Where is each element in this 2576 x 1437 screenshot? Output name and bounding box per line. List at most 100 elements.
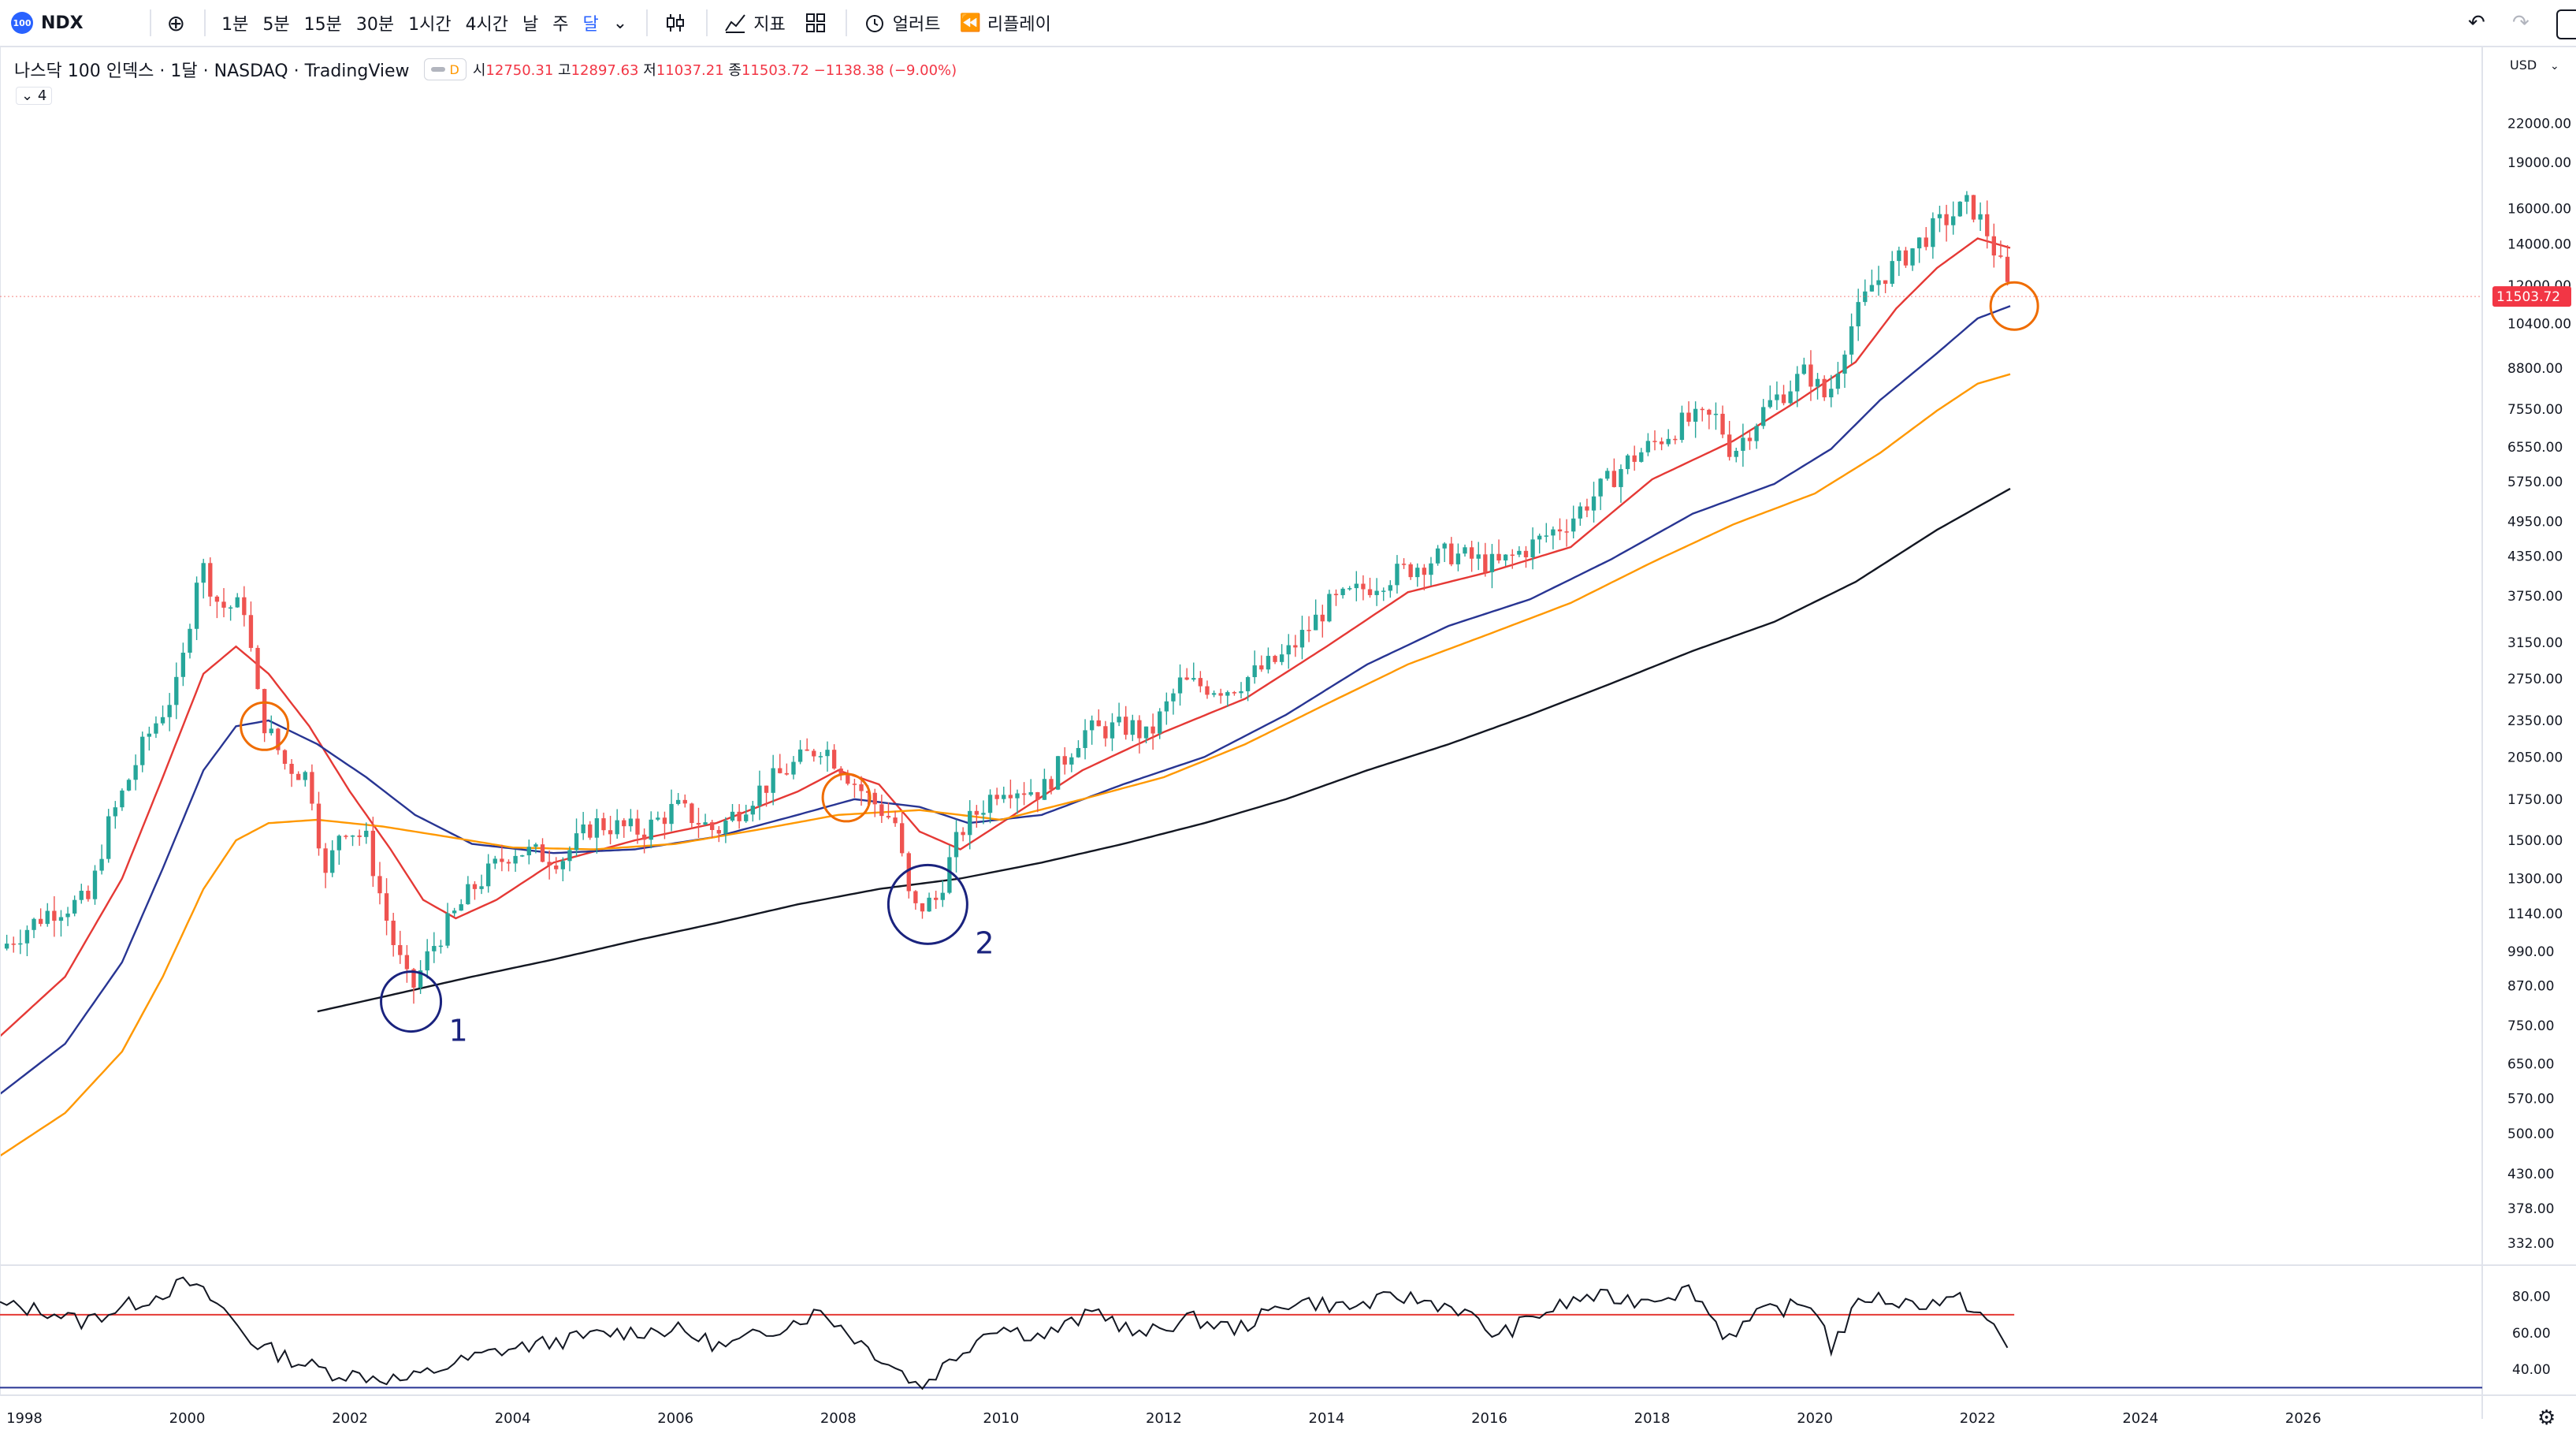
candle-body xyxy=(852,784,857,785)
candle-body xyxy=(1401,564,1407,565)
candle xyxy=(1876,266,1881,296)
price-tick-label: 3750.00 xyxy=(2507,589,2563,605)
candle-body xyxy=(316,803,322,849)
candle-body xyxy=(947,857,952,893)
candle-body xyxy=(1564,531,1569,533)
candle-body xyxy=(865,791,871,793)
interval-8[interactable]: 달 xyxy=(582,15,599,35)
candle-body xyxy=(411,969,416,988)
candle-body xyxy=(425,951,429,971)
interval-2[interactable]: 15분 xyxy=(303,15,342,35)
symbol-search[interactable]: 100 NDX xyxy=(11,12,84,34)
candle xyxy=(1096,709,1101,727)
candle xyxy=(1191,662,1196,682)
candle-body xyxy=(398,944,403,955)
interval-3[interactable]: 30분 xyxy=(355,15,395,35)
interval-7[interactable]: 주 xyxy=(552,15,569,35)
undo-icon[interactable]: ↶ xyxy=(2468,11,2485,35)
candle xyxy=(1598,478,1603,511)
candle-body xyxy=(1279,654,1284,662)
candle xyxy=(703,813,708,826)
candle-body xyxy=(1381,590,1386,592)
candle xyxy=(1429,557,1433,586)
candle-body xyxy=(330,850,335,873)
candle xyxy=(1713,402,1719,430)
candle-body xyxy=(1476,554,1481,559)
interval-0[interactable]: 1분 xyxy=(221,15,249,35)
annotation-circle xyxy=(887,863,968,945)
interval-5[interactable]: 4시간 xyxy=(465,15,509,35)
candle xyxy=(1374,578,1379,606)
price-tick-label: 500.00 xyxy=(2507,1126,2554,1142)
candle-body xyxy=(1686,412,1691,422)
legend-pill[interactable]: D xyxy=(423,58,467,80)
candle-body xyxy=(1177,677,1183,694)
redo-icon[interactable]: ↷ xyxy=(2512,11,2530,35)
candle xyxy=(269,715,273,736)
candle-body xyxy=(1931,218,1935,248)
candle-body xyxy=(1496,553,1501,560)
candle xyxy=(805,738,809,751)
annotation-circle xyxy=(240,701,290,751)
candle-body xyxy=(1455,553,1461,564)
candle-body xyxy=(384,893,389,921)
candle xyxy=(1869,270,1875,292)
candle xyxy=(831,744,837,770)
candle-body xyxy=(1449,543,1454,564)
candle-body xyxy=(1021,793,1027,795)
candle xyxy=(398,930,403,964)
compare-plus-icon[interactable]: ⊕ xyxy=(166,9,186,36)
candle-body xyxy=(1340,588,1345,596)
layout-panel-icon[interactable] xyxy=(2556,9,2576,39)
open-value: 12750.31 xyxy=(485,62,554,79)
candle-body xyxy=(1924,237,1928,248)
candle xyxy=(838,765,843,781)
candle-body xyxy=(99,858,104,871)
candle-body xyxy=(526,847,531,856)
candle xyxy=(1747,431,1753,450)
interval-4[interactable]: 1시간 xyxy=(408,15,452,35)
candle-body xyxy=(1544,535,1548,537)
candle-body xyxy=(235,597,240,608)
candle-body xyxy=(248,615,254,648)
time-tick-label: 2010 xyxy=(983,1410,1019,1427)
indicators-collapse-toggle[interactable]: ⌄ 4 xyxy=(16,87,53,105)
candle-body xyxy=(628,818,634,827)
candle xyxy=(1489,544,1495,589)
candle-body xyxy=(1822,378,1827,398)
layouts-grid-icon[interactable] xyxy=(805,12,827,34)
candle-body xyxy=(879,804,884,817)
candle xyxy=(1347,586,1352,591)
settings-gear-icon[interactable]: ⚙ xyxy=(2537,1406,2556,1430)
candle-body xyxy=(1781,394,1786,404)
interval-1[interactable]: 5분 xyxy=(262,15,290,35)
candle-body xyxy=(594,818,600,838)
candle xyxy=(18,929,23,955)
candle xyxy=(377,862,382,905)
high-value: 12897.63 xyxy=(571,62,639,79)
candle-body xyxy=(472,884,478,889)
interval-dropdown-chevron-icon[interactable]: ⌄ xyxy=(612,13,628,33)
high-label: 고 xyxy=(558,62,571,79)
alert-button[interactable]: 얼러트 xyxy=(863,10,940,35)
replay-button[interactable]: ⏪ 리플레이 xyxy=(959,10,1050,35)
candle-body xyxy=(1754,426,1759,441)
candle-body xyxy=(1944,214,1949,225)
candle xyxy=(1619,464,1623,503)
interval-6[interactable]: 날 xyxy=(522,15,539,35)
candle-body xyxy=(11,944,16,945)
candle xyxy=(438,940,444,954)
indicators-button[interactable]: 지표 xyxy=(723,10,786,35)
candle xyxy=(716,826,721,843)
candle xyxy=(282,749,288,770)
candle-body xyxy=(513,855,518,864)
candle xyxy=(336,834,341,866)
candle xyxy=(1700,407,1704,422)
candle-body xyxy=(601,818,606,831)
indicators-label: 지표 xyxy=(753,15,786,35)
candle xyxy=(1049,776,1054,795)
candle-body xyxy=(968,810,972,836)
candle xyxy=(1666,429,1671,447)
chart-type-candles-icon[interactable] xyxy=(664,11,687,35)
